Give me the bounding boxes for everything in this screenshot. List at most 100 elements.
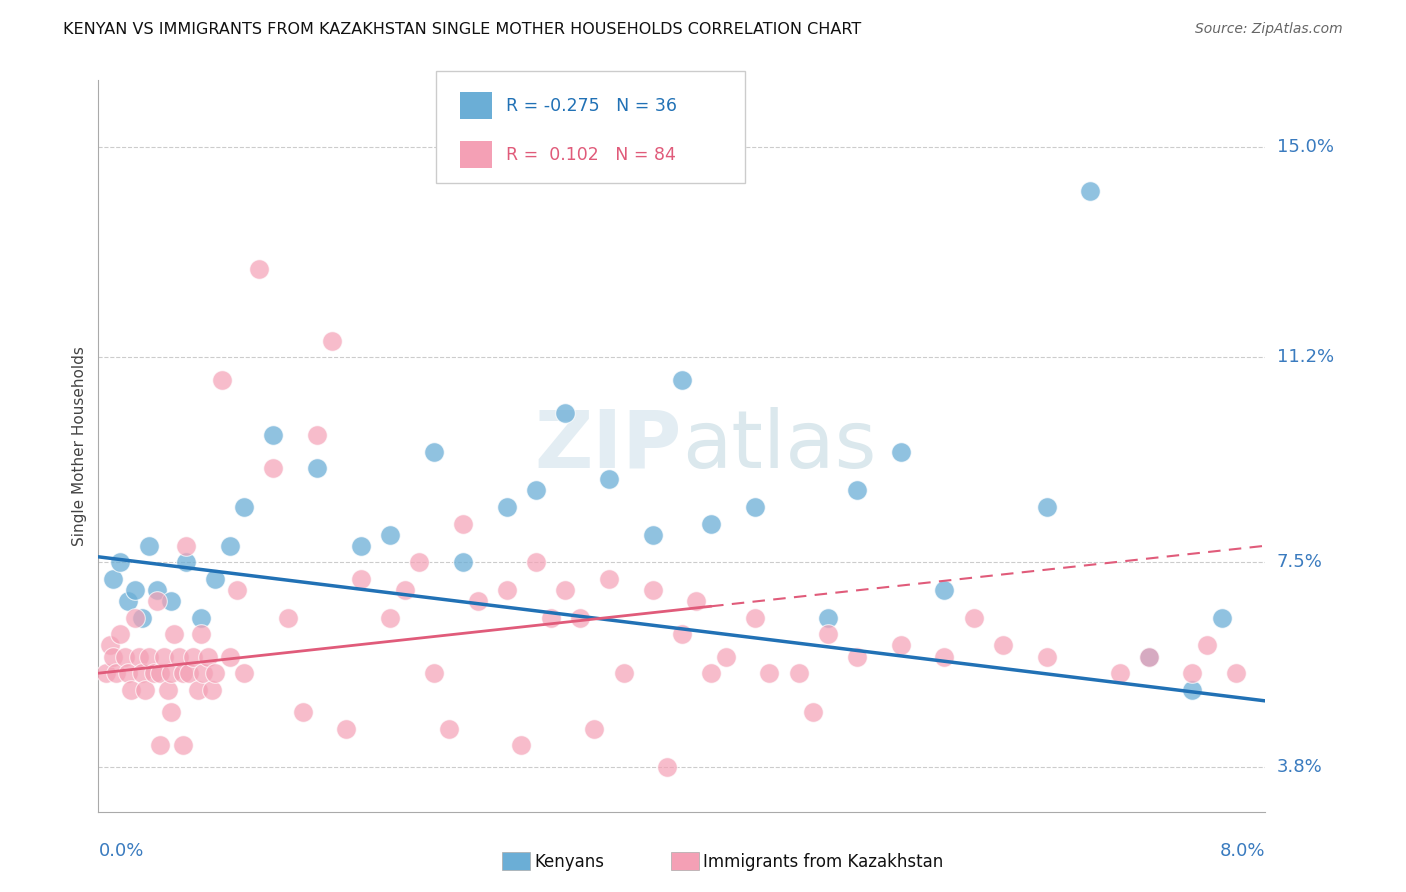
Point bbox=[142, 666, 165, 681]
Point bbox=[94, 666, 117, 681]
Point bbox=[226, 583, 249, 598]
Point bbox=[817, 611, 839, 625]
Point bbox=[117, 666, 139, 681]
Point bbox=[149, 738, 172, 752]
Text: ZIP: ZIP bbox=[534, 407, 682, 485]
Point bbox=[153, 649, 176, 664]
Point bbox=[1035, 649, 1057, 664]
Point bbox=[1108, 666, 1130, 681]
Point bbox=[233, 500, 256, 514]
Point bbox=[190, 611, 212, 625]
Point bbox=[817, 627, 839, 641]
Point bbox=[423, 444, 446, 458]
Point bbox=[335, 722, 357, 736]
Point bbox=[350, 539, 373, 553]
Point bbox=[218, 649, 240, 664]
Point bbox=[110, 627, 132, 641]
Point bbox=[613, 666, 636, 681]
Point bbox=[801, 705, 824, 719]
Point bbox=[962, 611, 984, 625]
Point bbox=[138, 539, 160, 553]
Point bbox=[380, 527, 402, 541]
Point bbox=[204, 572, 226, 586]
Point bbox=[172, 738, 194, 752]
Text: KENYAN VS IMMIGRANTS FROM KAZAKHSTAN SINGLE MOTHER HOUSEHOLDS CORRELATION CHART: KENYAN VS IMMIGRANTS FROM KAZAKHSTAN SIN… bbox=[63, 22, 862, 37]
Point bbox=[1181, 666, 1204, 681]
Text: Immigrants from Kazakhstan: Immigrants from Kazakhstan bbox=[703, 853, 943, 871]
Point bbox=[451, 555, 474, 569]
Text: 0.0%: 0.0% bbox=[98, 842, 143, 860]
Point bbox=[583, 722, 606, 736]
Point bbox=[128, 649, 150, 664]
Point bbox=[744, 500, 766, 514]
Point bbox=[890, 444, 912, 458]
Point bbox=[101, 649, 124, 664]
Point bbox=[146, 594, 169, 608]
Point bbox=[114, 649, 136, 664]
Point bbox=[131, 611, 153, 625]
Point bbox=[98, 639, 121, 653]
Point bbox=[211, 372, 233, 386]
Point bbox=[160, 705, 183, 719]
Point bbox=[1137, 649, 1160, 664]
Text: Source: ZipAtlas.com: Source: ZipAtlas.com bbox=[1195, 22, 1343, 37]
Point bbox=[524, 483, 547, 498]
Point bbox=[641, 527, 664, 541]
Point bbox=[496, 500, 519, 514]
Point bbox=[380, 611, 402, 625]
Point bbox=[110, 555, 132, 569]
Point bbox=[174, 539, 197, 553]
Point bbox=[437, 722, 460, 736]
Text: R =  0.102   N = 84: R = 0.102 N = 84 bbox=[506, 145, 676, 164]
Point bbox=[657, 760, 679, 774]
Point bbox=[1211, 611, 1233, 625]
Point bbox=[149, 666, 172, 681]
Text: 3.8%: 3.8% bbox=[1277, 758, 1322, 776]
Point bbox=[104, 666, 127, 681]
Point bbox=[146, 583, 169, 598]
Point bbox=[758, 666, 780, 681]
Point bbox=[204, 666, 226, 681]
Point bbox=[890, 639, 912, 653]
Point bbox=[307, 428, 329, 442]
Point bbox=[641, 583, 664, 598]
Point bbox=[172, 666, 194, 681]
Point bbox=[554, 406, 576, 420]
Point bbox=[568, 611, 591, 625]
Point bbox=[554, 583, 576, 598]
Point bbox=[160, 594, 183, 608]
Point bbox=[991, 639, 1014, 653]
Text: 7.5%: 7.5% bbox=[1277, 553, 1323, 572]
Point bbox=[467, 594, 489, 608]
Point bbox=[101, 572, 124, 586]
Point bbox=[247, 261, 270, 276]
Text: 8.0%: 8.0% bbox=[1220, 842, 1265, 860]
Point bbox=[190, 627, 212, 641]
Point bbox=[163, 627, 186, 641]
Point bbox=[744, 611, 766, 625]
Point bbox=[197, 649, 219, 664]
Point bbox=[181, 649, 204, 664]
Point bbox=[1137, 649, 1160, 664]
Point bbox=[167, 649, 190, 664]
Point bbox=[193, 666, 215, 681]
Point bbox=[187, 682, 209, 697]
Point bbox=[846, 483, 869, 498]
Point bbox=[671, 372, 693, 386]
Point bbox=[671, 627, 693, 641]
Point bbox=[262, 461, 284, 475]
Point bbox=[321, 334, 343, 348]
Text: atlas: atlas bbox=[682, 407, 876, 485]
Point bbox=[1035, 500, 1057, 514]
Point bbox=[598, 472, 620, 486]
Point bbox=[218, 539, 240, 553]
Point bbox=[160, 666, 183, 681]
Point bbox=[117, 594, 139, 608]
Point bbox=[291, 705, 314, 719]
Point bbox=[787, 666, 810, 681]
Point bbox=[131, 666, 153, 681]
Point bbox=[201, 682, 224, 697]
Text: 11.2%: 11.2% bbox=[1277, 349, 1334, 367]
Point bbox=[1181, 682, 1204, 697]
Point bbox=[934, 583, 956, 598]
